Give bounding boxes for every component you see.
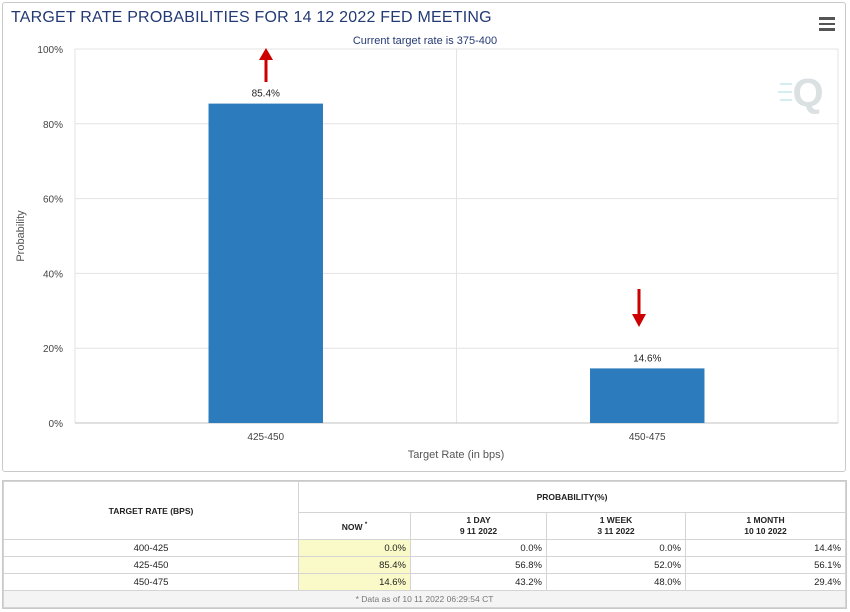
rate-cell: 400-425: [3, 539, 299, 557]
svg-text:Q: Q: [792, 71, 823, 115]
chart-title: TARGET RATE PROBABILITIES FOR 14 12 2022…: [11, 9, 492, 26]
week-cell: 0.0%: [546, 539, 686, 557]
col-target-rate: TARGET RATE (BPS): [3, 481, 299, 540]
q-logo-icon: Q: [778, 71, 824, 115]
y-tick-label: 40%: [43, 269, 63, 280]
day-cell: 56.8%: [410, 556, 547, 574]
chart-panel: TARGET RATE PROBABILITIES FOR 14 12 2022…: [2, 2, 846, 472]
day-cell: 43.2%: [410, 573, 547, 591]
col-1-day: 1 DAY 9 11 2022: [410, 512, 547, 540]
col-1-month: 1 MONTH 10 10 2022: [685, 512, 846, 540]
bar[interactable]: [208, 103, 323, 423]
now-cell: 85.4%: [298, 556, 411, 574]
x-axis-label: Target Rate (in bps): [408, 449, 505, 461]
chart-subtitle: Current target rate is 375-400: [353, 35, 497, 47]
week-cell: 52.0%: [546, 556, 686, 574]
now-cell: 14.6%: [298, 573, 411, 591]
month-cell: 56.1%: [685, 556, 846, 574]
now-cell: 0.0%: [298, 539, 411, 557]
week-cell: 48.0%: [546, 573, 686, 591]
month-cell: 29.4%: [685, 573, 846, 591]
y-tick-label: 20%: [43, 344, 63, 355]
hamburger-menu-icon[interactable]: [819, 17, 835, 31]
rate-cell: 425-450: [3, 556, 299, 574]
bar-data-label: 85.4%: [252, 89, 280, 100]
bar-chart: 0% 20% 40% 60% 80% 100% 85.4% 425-450 14.6% 450-4…: [15, 35, 839, 461]
table-row: 425-450 85.4% 56.8% 52.0% 56.1%: [3, 556, 846, 574]
red-up-arrow-icon: [259, 48, 273, 82]
table-row: 400-425 0.0% 0.0% 0.0% 14.4%: [3, 539, 846, 557]
table-row: 450-475 14.6% 43.2% 48.0% 29.4%: [3, 573, 846, 591]
col-1-week: 1 WEEK 3 11 2022: [546, 512, 686, 540]
red-down-arrow-icon: [632, 289, 646, 327]
y-tick-label: 100%: [37, 45, 63, 56]
day-cell: 0.0%: [410, 539, 547, 557]
y-tick-label: 0%: [49, 419, 64, 430]
col-probability: PROBABILITY(%): [298, 481, 846, 513]
bar-data-label: 14.6%: [633, 353, 661, 364]
x-tick-label: 425-450: [247, 432, 284, 443]
bar[interactable]: [590, 368, 705, 423]
y-axis-label: Probability: [15, 210, 27, 262]
month-cell: 14.4%: [685, 539, 846, 557]
x-tick-label: 450-475: [629, 432, 666, 443]
col-now: NOW *: [298, 512, 411, 540]
y-tick-label: 80%: [43, 120, 63, 131]
rate-cell: 450-475: [3, 573, 299, 591]
y-tick-label: 60%: [43, 195, 63, 206]
probability-table: TARGET RATE (BPS) PROBABILITY(%) NOW * 1…: [2, 480, 847, 609]
data-footnote: * Data as of 10 11 2022 06:29:54 CT: [3, 590, 846, 608]
